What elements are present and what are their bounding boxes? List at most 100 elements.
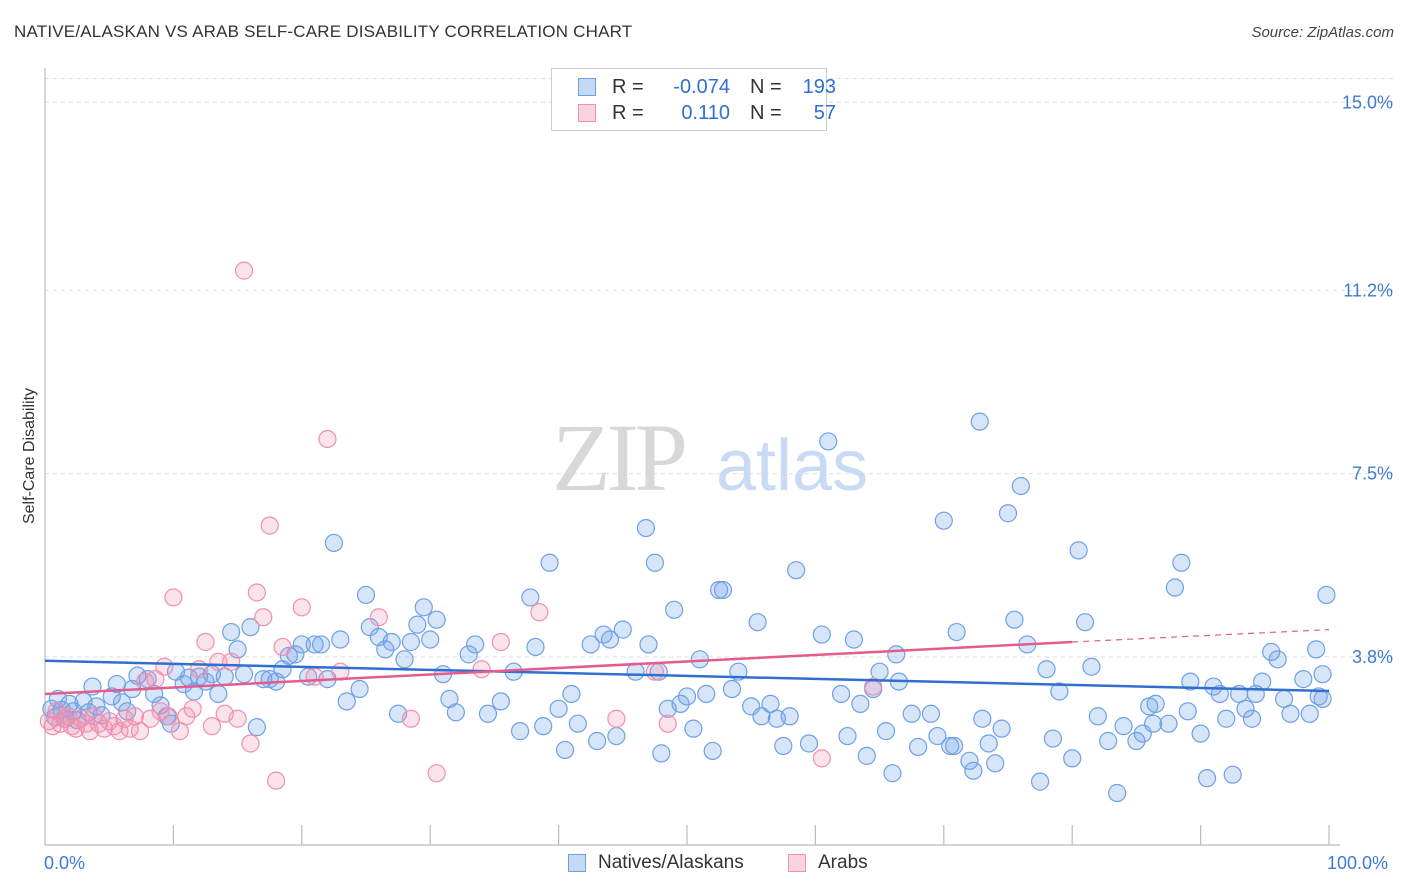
data-point-natives [562, 684, 581, 704]
data-point-natives [491, 692, 510, 711]
data-point-natives [973, 709, 992, 728]
data-point-arabs [66, 719, 85, 738]
data-point-arabs [202, 717, 222, 736]
data-point-natives [1037, 660, 1056, 679]
data-point-arabs [292, 598, 311, 617]
data-point-natives [356, 585, 376, 605]
legend-r-label: R = [612, 75, 644, 98]
data-point-natives [752, 707, 771, 726]
data-point-natives [819, 432, 838, 451]
data-point-natives [992, 719, 1011, 738]
data-point-natives [722, 679, 742, 699]
data-point-natives [934, 511, 953, 530]
data-point-natives [414, 598, 433, 617]
data-point-natives [851, 694, 870, 713]
data-point-natives [1236, 699, 1255, 718]
data-point-natives [921, 704, 941, 723]
data-point-natives [446, 703, 465, 722]
watermark-atlas: atlas [716, 426, 868, 506]
data-point-natives [665, 600, 684, 619]
data-point-natives [241, 618, 260, 637]
data-point-natives [588, 731, 607, 751]
data-point-arabs [658, 714, 677, 733]
series-legend-natives: Natives/Alaskans [568, 852, 744, 874]
data-points [39, 261, 1336, 803]
legend-swatch-natives [578, 78, 596, 96]
data-point-natives [883, 764, 902, 783]
data-point-natives [234, 665, 254, 684]
data-point-arabs [130, 722, 150, 741]
data-point-natives [1143, 714, 1163, 733]
data-point-arabs [273, 637, 292, 657]
axes [44, 68, 1340, 846]
data-point-natives [697, 684, 716, 704]
y-tick-label: 3.8% [1352, 647, 1393, 667]
data-point-natives [581, 635, 600, 654]
data-point-natives [1127, 731, 1146, 751]
data-point-natives [1281, 704, 1300, 723]
trend-lines [44, 629, 1330, 696]
data-point-arabs [812, 749, 831, 768]
y-axis-label: Self-Care Disability [21, 388, 38, 524]
data-point-natives [222, 622, 241, 642]
data-point-natives [876, 722, 896, 741]
data-point-arabs [241, 734, 260, 753]
data-point-natives [549, 699, 568, 718]
legend-row-arabs: R = 0.110 N = 57 [578, 101, 836, 125]
series-swatch-arabs [788, 854, 806, 872]
data-point-arabs [141, 709, 160, 728]
data-point-arabs [318, 429, 337, 449]
data-point-natives [787, 561, 806, 580]
data-point-arabs [159, 707, 178, 726]
data-point-natives [382, 632, 401, 652]
data-point-natives [540, 553, 559, 572]
data-point-natives [857, 746, 876, 765]
data-point-natives [1217, 709, 1236, 728]
data-point-natives [1204, 677, 1223, 696]
data-point-natives [677, 687, 697, 706]
data-point-natives [1191, 724, 1210, 743]
data-point-natives [568, 714, 587, 733]
y-tick-label: 7.5% [1352, 464, 1393, 484]
data-point-arabs [254, 608, 273, 627]
data-point-natives [713, 580, 733, 600]
data-point-natives [311, 635, 331, 654]
data-point-arabs [247, 583, 266, 602]
data-point-arabs [401, 709, 421, 728]
data-point-natives [1114, 717, 1133, 736]
data-point-natives [1030, 772, 1050, 791]
y-tick-label: 15.0% [1342, 92, 1393, 112]
data-point-natives [671, 694, 690, 713]
y-tick-labels: 3.8% 7.5% 11.2% 15.0% [1342, 92, 1393, 667]
data-point-natives [1313, 689, 1332, 709]
trend-line-natives [44, 659, 1330, 693]
data-point-natives [1262, 642, 1281, 661]
data-point-natives [838, 726, 857, 746]
legend-n-label: N = [750, 101, 782, 124]
data-point-natives [909, 737, 928, 757]
data-point-natives [1294, 670, 1313, 689]
series-label-arabs: Arabs [818, 852, 868, 873]
data-point-arabs [260, 516, 279, 535]
data-point-natives [427, 610, 446, 629]
data-point-natives [1197, 769, 1217, 788]
data-point-arabs [267, 771, 286, 790]
data-point-natives [613, 620, 632, 639]
legend-row-natives: R = -0.074 N = 193 [578, 75, 836, 99]
data-point-natives [337, 692, 356, 711]
data-point-natives [526, 637, 545, 657]
data-point-natives [748, 613, 767, 632]
data-point-natives [534, 717, 553, 736]
data-point-natives [555, 740, 575, 760]
data-point-natives [1181, 672, 1200, 691]
data-point-natives [521, 588, 540, 607]
data-point-arabs [183, 699, 202, 718]
data-point-natives [350, 679, 369, 699]
data-point-natives [928, 726, 947, 746]
data-point-natives [887, 645, 906, 664]
data-point-natives [466, 635, 485, 654]
data-point-natives [709, 580, 729, 600]
watermark-zip: ZIP [552, 404, 685, 511]
data-point-natives [652, 744, 671, 763]
